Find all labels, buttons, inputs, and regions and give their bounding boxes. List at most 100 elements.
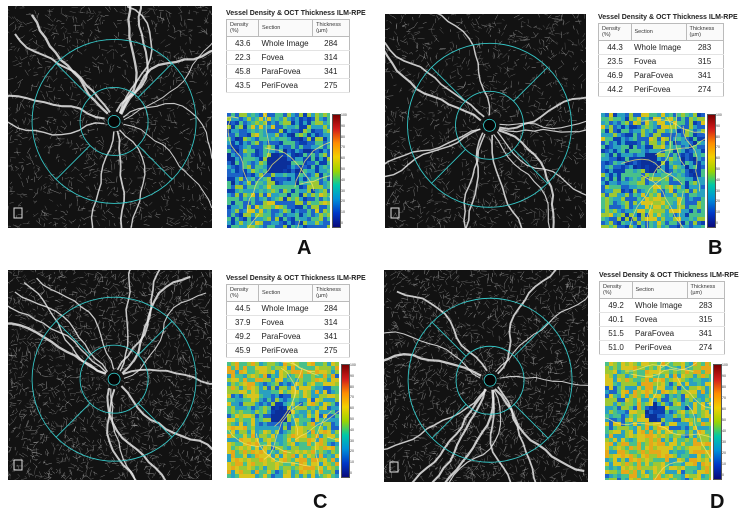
colorbar-tick-label: 40 [350, 427, 354, 432]
section-name: Whole Image [258, 301, 313, 316]
col-density-b: Density (%) [598, 23, 632, 41]
colorbar-tick-label: 20 [716, 199, 720, 204]
colorbar-tick-label: 60 [341, 156, 345, 161]
density-value: 22.3 [226, 50, 259, 65]
colorbar-tick-label: 40 [722, 429, 726, 433]
thickness-value: 341 [686, 68, 724, 83]
table-row: 45.9 PeriFovea 275 [226, 343, 350, 358]
col-thickness-c: Thickness (µm) [312, 284, 350, 302]
colorbar-tick-label: 70 [722, 396, 726, 400]
section-name: Fovea [632, 312, 687, 327]
table-row: 44.3 Whole Image 283 [598, 40, 724, 55]
oct-angiogram-c [8, 270, 212, 480]
colorbar-tick-label: 30 [350, 438, 354, 443]
table-row: 49.2 Whole Image 283 [599, 298, 725, 313]
colorbar-tick-label: 30 [716, 188, 720, 193]
colorbar-tick-label: 20 [341, 199, 345, 204]
table-row: 44.2 PeriFovea 274 [598, 82, 724, 97]
colorbar-tick-label: 60 [722, 407, 726, 411]
density-value: 43.5 [226, 78, 259, 93]
oct-angiogram-a [8, 6, 212, 228]
density-value: 45.8 [226, 64, 259, 79]
table-title-a: Vessel Density & OCT Thickness ILM-RPE [226, 10, 366, 17]
density-heatmap-b [601, 113, 705, 228]
table-row: 51.0 PeriFovea 274 [599, 340, 725, 355]
colorbar-tick-label: 10 [350, 460, 354, 465]
density-heatmap-c-svg [227, 362, 339, 478]
section-name: Whole Image [258, 36, 313, 51]
colorbar-tick-label: 50 [722, 418, 726, 422]
colorbar-tick-label: 80 [341, 134, 345, 139]
section-name: Fovea [631, 54, 686, 69]
colorbar-tick-label: 90 [722, 374, 726, 378]
table-title-b: Vessel Density & OCT Thickness ILM-RPE [598, 14, 738, 21]
colorbar-tick-label: 10 [716, 210, 720, 215]
colorbar-tick-label: 50 [716, 167, 720, 171]
density-value: 51.0 [599, 340, 632, 355]
colorbar-tick-label: 80 [350, 384, 354, 389]
table-row: 51.5 ParaFovea 341 [599, 326, 725, 341]
col-density-d: Density (%) [599, 281, 633, 299]
thickness-value: 341 [687, 326, 725, 341]
thickness-value: 315 [687, 312, 725, 327]
colorbar-d [713, 364, 722, 480]
oct-angiogram-a-svg [8, 6, 212, 228]
density-heatmap-b-svg [601, 113, 705, 228]
colorbar-tick-label: 0 [350, 471, 352, 475]
density-value: 44.2 [598, 82, 631, 97]
density-value: 44.5 [226, 301, 259, 316]
colorbar-tick-label: 80 [722, 385, 726, 389]
colorbar-tick-label: 20 [350, 449, 354, 454]
section-name: Fovea [258, 315, 313, 330]
colorbar-tick-label: 100 [716, 113, 722, 117]
thickness-value: 341 [312, 329, 350, 344]
section-name: PeriFovea [258, 78, 313, 93]
section-name: ParaFovea [258, 64, 313, 79]
colorbar-tick-label: 40 [341, 177, 345, 182]
colorbar-a [332, 114, 341, 228]
panel-letter-b: B [708, 237, 723, 259]
col-section-c: Section [257, 284, 314, 302]
colorbar-tick-label: 70 [350, 395, 354, 400]
panel-letter-c: C [313, 491, 328, 513]
colorbar-tick-label: 20 [722, 451, 726, 455]
section-name: ParaFovea [258, 329, 313, 344]
oct-angiogram-d-svg [384, 270, 588, 482]
table-row: 44.5 Whole Image 284 [226, 301, 350, 316]
colorbar-tick-label: 90 [350, 373, 354, 378]
col-thickness-b: Thickness (µm) [685, 23, 724, 41]
thickness-value: 341 [312, 64, 350, 79]
density-value: 40.1 [599, 312, 632, 327]
table-row: 37.9 Fovea 314 [226, 315, 350, 330]
density-value: 37.9 [226, 315, 259, 330]
col-thickness-d: Thickness (µm) [686, 281, 725, 299]
table-row: 49.2 ParaFovea 341 [226, 329, 350, 344]
colorbar-tick-label: 100 [350, 363, 356, 367]
density-value: 51.5 [599, 326, 632, 341]
section-name: PeriFovea [258, 343, 313, 358]
thickness-value: 283 [687, 298, 725, 313]
section-name: PeriFovea [631, 82, 686, 97]
table-row: 23.5 Fovea 315 [598, 54, 724, 69]
table-row: 46.9 ParaFovea 341 [598, 68, 724, 83]
thickness-value: 314 [312, 50, 350, 65]
col-section-a: Section [257, 19, 314, 37]
section-name: Whole Image [632, 298, 687, 313]
oct-angiogram-b-svg [385, 14, 586, 228]
table-row: 43.6 Whole Image 284 [226, 36, 350, 51]
colorbar-tick-label: 30 [341, 188, 345, 193]
panel-letter-a: A [297, 237, 312, 259]
table-row: 40.1 Fovea 315 [599, 312, 725, 327]
colorbar-tick-label: 60 [350, 406, 354, 411]
density-value: 43.6 [226, 36, 259, 51]
density-table-c: Vessel Density & OCT Thickness ILM-RPE D… [226, 275, 366, 358]
table-title-c: Vessel Density & OCT Thickness ILM-RPE [226, 275, 366, 282]
colorbar-tick-label: 0 [722, 473, 724, 477]
thickness-value: 274 [686, 82, 724, 97]
thickness-value: 275 [312, 343, 350, 358]
section-name: PeriFovea [632, 340, 687, 355]
oct-angiogram-d [384, 270, 588, 482]
colorbar-tick-label: 30 [722, 440, 726, 444]
colorbar-tick-label: 0 [716, 221, 718, 225]
thickness-value: 274 [687, 340, 725, 355]
